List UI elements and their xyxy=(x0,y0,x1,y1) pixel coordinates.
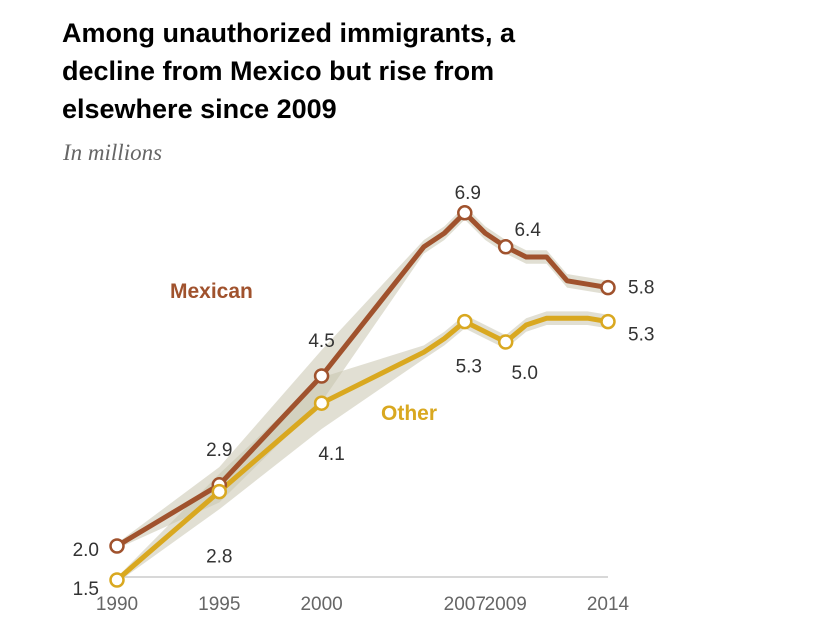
marker-mexican-2007 xyxy=(457,205,473,221)
series-markers xyxy=(109,205,616,588)
series-line-other xyxy=(114,315,611,583)
data-label-mexican-1990: 2.0 xyxy=(73,540,99,561)
data-label-mexican-2000: 4.5 xyxy=(308,331,334,352)
data-label-other-1990: 1.5 xyxy=(73,579,99,600)
data-label-other-2000: 4.1 xyxy=(318,444,344,465)
x-tick-1990: 1990 xyxy=(96,594,138,615)
data-label-mexican-2014: 5.8 xyxy=(628,278,654,299)
series-label-other: Other xyxy=(381,402,437,425)
data-labels: 2.0 2.9 4.5 6.9 6.4 5.8 1.5 2.8 4.1 5.3 5.0 5.3 xyxy=(73,183,655,600)
chart-title-line-1: Among unauthorized immigrants, a xyxy=(62,18,516,48)
x-tick-2007: 2007 xyxy=(444,594,486,615)
x-tick-2014: 2014 xyxy=(587,594,630,615)
series-name-labels: Mexican Other xyxy=(170,280,437,425)
marker-other-1990 xyxy=(109,572,125,588)
series-label-mexican: Mexican xyxy=(170,280,253,303)
chart-subtitle: In millions xyxy=(63,140,163,165)
data-label-other-2009: 5.0 xyxy=(511,363,537,384)
data-label-other-2007: 5.3 xyxy=(456,357,482,378)
x-tick-2009: 2009 xyxy=(485,594,527,615)
marker-other-1995 xyxy=(211,483,228,500)
chart-title-line-2: decline from Mexico but rise from xyxy=(62,56,495,86)
marker-other-2009 xyxy=(497,334,514,350)
band-other xyxy=(117,311,608,583)
marker-mexican-1990 xyxy=(109,538,125,554)
x-tick-2000: 2000 xyxy=(300,594,342,615)
data-label-mexican-1995: 2.9 xyxy=(206,440,232,461)
data-label-other-1995: 2.8 xyxy=(206,547,232,568)
data-label-mexican-2009: 6.4 xyxy=(514,220,541,241)
marker-other-2014 xyxy=(600,313,616,330)
marker-mexican-2009 xyxy=(497,239,514,255)
uncertainty-bands xyxy=(117,206,608,583)
x-tick-1995: 1995 xyxy=(198,594,240,615)
chart-title: Among unauthorized immigrants, a decline… xyxy=(62,14,762,128)
chart-title-line-3: elsewhere since 2009 xyxy=(62,94,337,124)
marker-mexican-2000 xyxy=(313,368,330,384)
marker-mexican-2014 xyxy=(600,279,616,296)
marker-other-2000 xyxy=(313,395,330,411)
marker-other-2007 xyxy=(457,313,473,330)
data-label-mexican-2007: 6.9 xyxy=(455,183,481,204)
data-label-other-2014: 5.3 xyxy=(628,325,654,346)
